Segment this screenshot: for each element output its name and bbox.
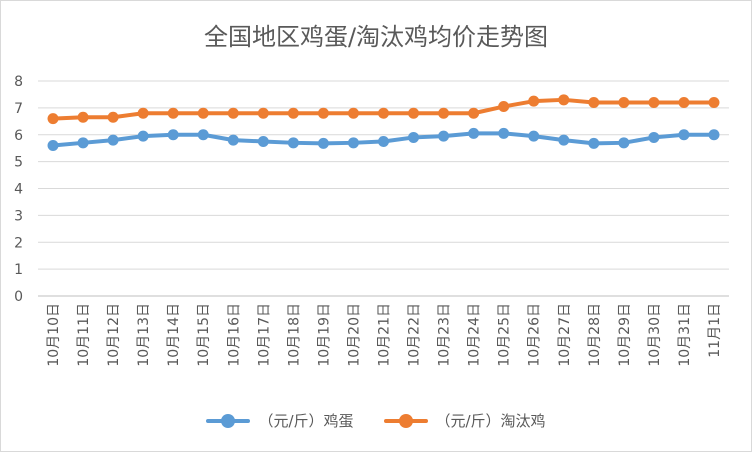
x-tick-label: 11月1日 [707, 303, 723, 358]
data-point [197, 107, 209, 119]
data-point [137, 107, 149, 119]
x-tick-label: 10月17日 [256, 303, 272, 367]
x-tick-label: 10月14日 [166, 303, 182, 367]
data-point [378, 135, 389, 147]
data-point [317, 137, 329, 149]
x-tick-label: 10月25日 [497, 303, 513, 367]
data-point [378, 107, 389, 119]
y-tick-label: 0 [14, 289, 23, 305]
data-point [528, 95, 540, 107]
data-point [438, 107, 450, 119]
legend-swatch-culled-hen [383, 413, 428, 428]
data-point [317, 107, 329, 119]
data-point [618, 97, 630, 108]
data-point [408, 107, 420, 119]
data-point [498, 127, 510, 139]
data-point [558, 94, 570, 106]
x-tick-label: 10月12日 [106, 303, 122, 367]
data-point [77, 111, 89, 123]
data-point [648, 131, 660, 143]
x-tick-label: 10月28日 [587, 303, 603, 367]
data-point [257, 135, 269, 147]
legend: （元/斤）鸡蛋 （元/斤）淘汰鸡 [1, 410, 751, 431]
data-point [708, 129, 720, 141]
legend-swatch-egg [206, 413, 251, 428]
data-point [408, 131, 420, 143]
data-point [227, 107, 239, 119]
y-tick-label: 6 [14, 128, 23, 144]
y-tick-label: 5 [14, 155, 23, 171]
line-chart: 0 1 2 3 4 5 6 7 8 10月10日 10月11日 10月12日 10月13日 10月14日 1… [14, 74, 729, 367]
x-tick-label: 10月18日 [286, 303, 302, 367]
data-point [167, 129, 179, 141]
y-tick-label: 3 [14, 208, 23, 224]
x-tick-label: 10月29日 [617, 303, 633, 367]
data-point [678, 129, 690, 141]
x-tick-label: 10月21日 [377, 303, 393, 367]
chart-title: 全国地区鸡蛋/淘汰鸡均价走势图 [203, 23, 549, 51]
data-point [347, 107, 359, 119]
data-point [287, 137, 299, 149]
x-tick-label: 10月27日 [557, 303, 573, 367]
data-point [558, 134, 570, 146]
data-point [107, 134, 119, 146]
x-tick-label: 10月23日 [437, 303, 453, 367]
y-tick-label: 2 [14, 235, 23, 251]
data-point [708, 97, 720, 108]
x-tick-label: 10月15日 [196, 303, 212, 367]
data-point [588, 137, 600, 149]
data-point [257, 107, 269, 119]
data-point [588, 97, 600, 108]
data-point [167, 107, 179, 119]
x-tick-label: 10月22日 [407, 303, 423, 367]
legend-label-culled-hen: （元/斤）淘汰鸡 [435, 412, 546, 430]
data-point [77, 137, 89, 149]
x-tick-label: 10月19日 [316, 303, 332, 367]
y-tick-label: 1 [14, 262, 23, 278]
y-tick-label: 7 [14, 101, 23, 117]
data-point [137, 130, 149, 142]
data-point [468, 127, 480, 139]
data-point [107, 111, 119, 123]
x-tick-label: 10月16日 [226, 303, 242, 367]
data-point [47, 140, 59, 151]
legend-item-culled-hen: （元/斤）淘汰鸡 [383, 410, 546, 431]
data-point [528, 130, 540, 142]
data-point [648, 97, 660, 108]
x-tick-label: 10月26日 [527, 303, 543, 367]
x-tick-label: 10月11日 [76, 303, 92, 367]
x-tick-label: 10月13日 [136, 303, 152, 367]
x-tick-label: 10月24日 [467, 303, 483, 367]
data-point [438, 130, 450, 142]
data-point [498, 101, 510, 113]
x-tick-label: 10月10日 [46, 303, 62, 367]
x-tick-label: 10月31日 [677, 303, 693, 367]
x-tick-label: 10月30日 [647, 303, 663, 367]
data-point [347, 137, 359, 149]
legend-item-egg: （元/斤）鸡蛋 [206, 410, 354, 431]
y-tick-label: 8 [14, 74, 23, 90]
data-point [468, 107, 480, 119]
data-point [197, 129, 209, 141]
data-point [287, 107, 299, 119]
data-point [678, 97, 690, 108]
y-tick-label: 4 [14, 182, 23, 198]
legend-label-egg: （元/斤）鸡蛋 [258, 412, 354, 430]
data-point [618, 137, 630, 149]
x-tick-label: 10月20日 [346, 303, 362, 367]
data-point [47, 113, 59, 125]
data-point [227, 134, 239, 146]
